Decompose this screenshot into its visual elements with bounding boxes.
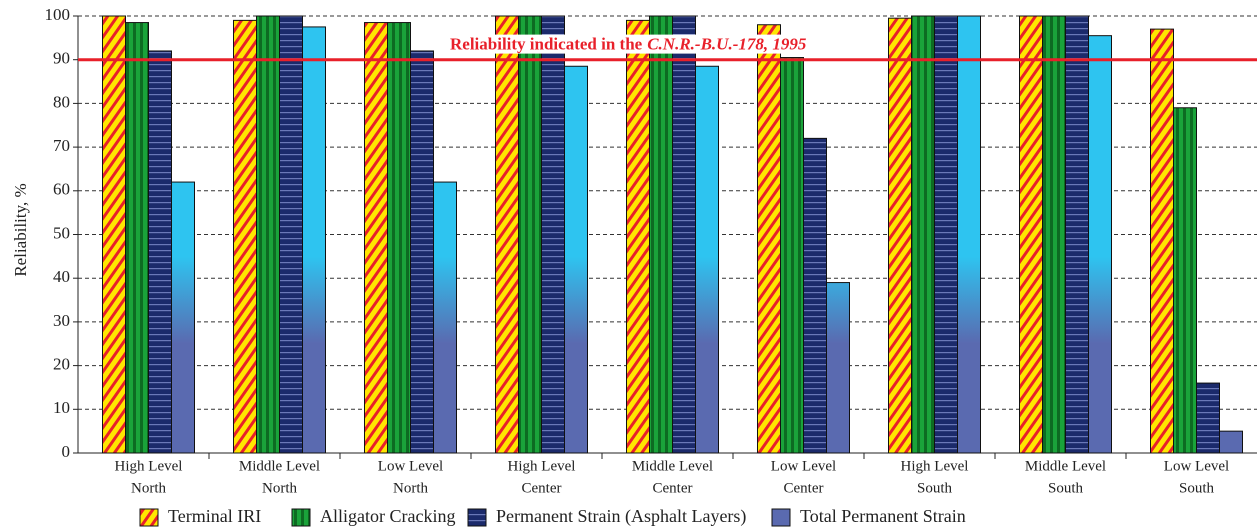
x-tick-label: North xyxy=(393,480,428,496)
x-tick-label: Low Level xyxy=(378,458,443,474)
bar xyxy=(695,65,719,454)
bar xyxy=(564,65,588,454)
y-tick-label: 70 xyxy=(53,136,70,155)
x-tick-label: North xyxy=(262,480,297,496)
x-tick-label: South xyxy=(1048,480,1084,496)
bar xyxy=(518,15,542,454)
bar xyxy=(125,22,149,454)
bar xyxy=(1219,430,1243,454)
legend-swatch xyxy=(291,508,311,527)
bar xyxy=(1065,15,1089,454)
bar xyxy=(672,15,696,454)
legend-label: Total Permanent Strain xyxy=(800,506,966,526)
x-tick-label: South xyxy=(1179,480,1215,496)
bar xyxy=(171,181,195,454)
x-tick-label: High Level xyxy=(115,458,183,474)
bar xyxy=(957,15,981,454)
x-tick-label: North xyxy=(131,480,166,496)
bar xyxy=(1150,28,1174,454)
reference-label-part: C.N.R.-B.U.-178, 1995 xyxy=(647,35,807,54)
y-tick-label: 0 xyxy=(62,442,71,461)
y-tick-label: 80 xyxy=(53,92,70,111)
y-axis-label: Reliability, % xyxy=(11,183,30,276)
y-tick-label: 90 xyxy=(53,49,70,68)
legend-label: Permanent Strain (Asphalt Layers) xyxy=(496,506,746,527)
y-tick-label: 10 xyxy=(53,398,70,417)
y-tick-label: 60 xyxy=(53,180,70,199)
y-tick-label: 30 xyxy=(53,311,70,330)
bar xyxy=(911,15,935,454)
y-tick-label: 20 xyxy=(53,355,70,374)
x-tick-label: Middle Level xyxy=(239,458,320,474)
x-tick-label: High Level xyxy=(508,458,576,474)
bar xyxy=(495,15,519,454)
x-tick-label: Low Level xyxy=(1164,458,1229,474)
legend-swatch xyxy=(467,508,487,527)
bar xyxy=(148,50,172,454)
bar xyxy=(888,17,912,454)
bar xyxy=(1042,15,1066,454)
x-tick-label: Center xyxy=(653,480,693,496)
bar xyxy=(233,19,257,454)
bar xyxy=(364,22,388,454)
bar xyxy=(626,19,650,454)
bar xyxy=(1019,15,1043,454)
legend-swatch xyxy=(771,508,791,527)
bar xyxy=(934,15,958,454)
bar xyxy=(433,181,457,454)
bar xyxy=(410,50,434,454)
legend-label: Alligator Cracking xyxy=(320,506,455,526)
x-tick-label: Low Level xyxy=(771,458,836,474)
legend-label: Terminal IRI xyxy=(168,506,261,526)
bar xyxy=(826,282,850,454)
bar xyxy=(279,15,303,454)
legend-swatch xyxy=(139,508,159,527)
bar xyxy=(1196,382,1220,454)
bar xyxy=(387,22,411,454)
x-tick-label: Middle Level xyxy=(1025,458,1106,474)
bar xyxy=(803,137,827,454)
y-tick-label: 100 xyxy=(45,5,71,24)
bar xyxy=(102,15,126,454)
bar xyxy=(1173,107,1197,454)
x-tick-label: Center xyxy=(522,480,562,496)
bar xyxy=(256,15,280,454)
bar xyxy=(302,26,326,454)
bar xyxy=(541,15,565,454)
reference-label: Reliability indicated in the C.N.R.-B.U.-… xyxy=(450,35,807,54)
y-tick-label: 40 xyxy=(53,267,70,286)
bar xyxy=(780,57,804,454)
x-tick-label: High Level xyxy=(901,458,969,474)
reference-label-part: Reliability indicated in the xyxy=(450,35,643,54)
bar xyxy=(1088,35,1112,454)
bar xyxy=(649,15,673,454)
x-tick-label: South xyxy=(917,480,953,496)
y-tick-label: 50 xyxy=(53,223,70,242)
reference-label-bg xyxy=(446,34,811,54)
x-tick-label: Middle Level xyxy=(632,458,713,474)
bar xyxy=(757,24,781,454)
x-tick-label: Center xyxy=(784,480,824,496)
